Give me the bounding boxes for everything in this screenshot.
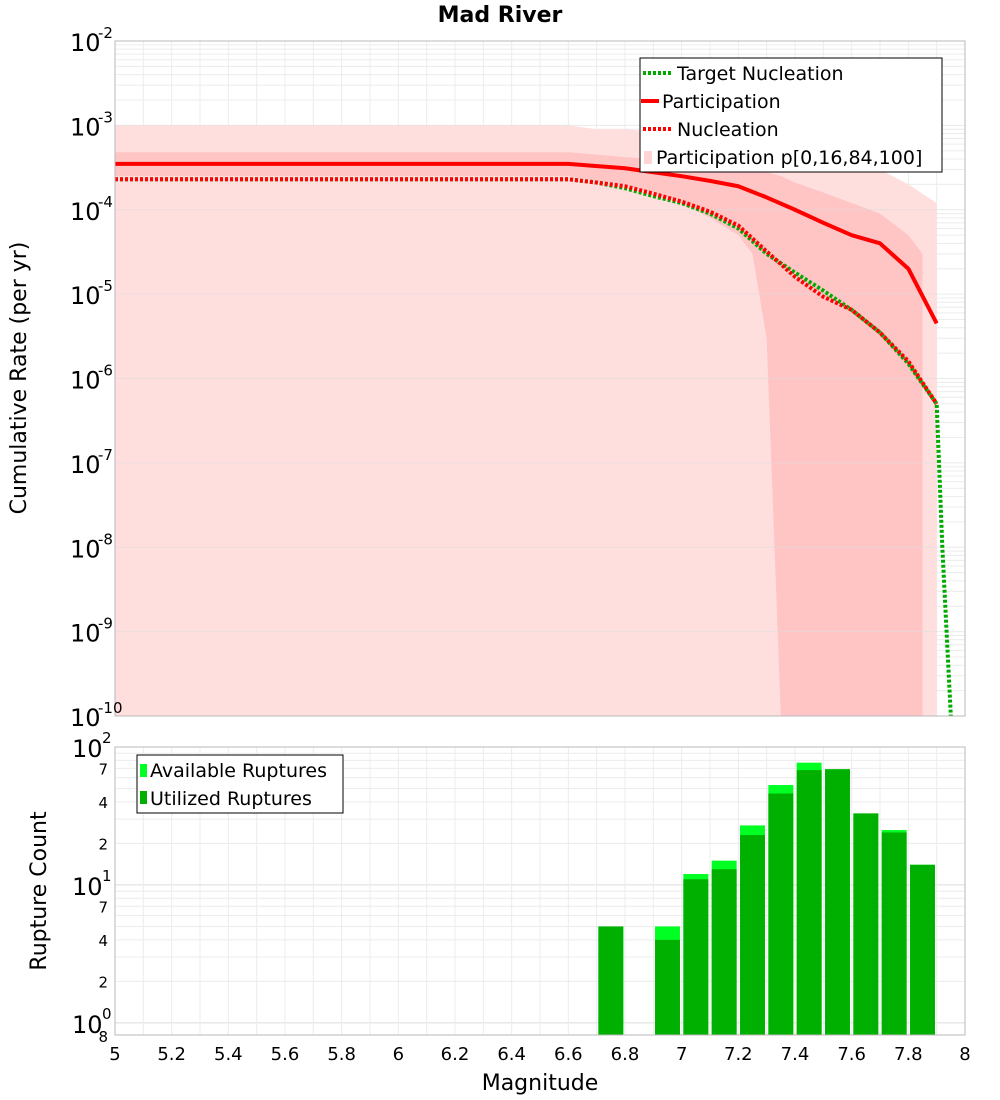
y-tick-base: 10 — [72, 735, 103, 763]
x-tick-label: 7 — [676, 1044, 687, 1065]
x-tick-label: 7.4 — [781, 1044, 810, 1065]
bar-utilized-ruptures — [598, 926, 624, 1035]
y-tick-label: 10-3 — [70, 108, 113, 141]
bar-utilized-ruptures — [853, 813, 879, 1035]
x-axis-label: Magnitude — [482, 1071, 599, 1096]
y-tick-label: 10 2 — [72, 729, 112, 763]
legend-swatch-utilized — [140, 791, 147, 804]
y-tick-label: 10-8 — [70, 530, 113, 563]
y-tick-label: 10-6 — [70, 362, 113, 395]
x-tick-label: 6.2 — [441, 1044, 470, 1065]
y-tick-base: 10 — [70, 29, 101, 57]
y-tick-base: 10 — [72, 1011, 103, 1039]
bottom-legend: Available Ruptures Utilized Ruptures — [136, 754, 344, 814]
legend-swatch-available — [140, 764, 147, 777]
x-tick-label: 6 — [393, 1044, 404, 1065]
top-y-axis-label: Cumulative Rate (per yr) — [7, 242, 32, 515]
y-minor-tick-label: 2 — [98, 973, 108, 991]
x-tick-label: 6.8 — [611, 1044, 640, 1065]
y-tick-label: 10-7 — [70, 446, 113, 479]
bar-utilized-ruptures — [740, 835, 765, 1035]
y-tick-base: 10 — [70, 620, 101, 648]
y-tick-exponent: -7 — [98, 446, 113, 464]
y-tick-label: 10-2 — [70, 24, 113, 57]
y-tick-label: 10-5 — [70, 277, 113, 310]
bar-utilized-ruptures — [655, 939, 680, 1035]
bar-utilized-ruptures — [768, 793, 794, 1035]
series-line-participation — [115, 161, 939, 325]
y-tick-label: 10-10 — [70, 699, 123, 732]
x-tick-label: 8 — [959, 1044, 970, 1065]
x-tick-label: 5.4 — [214, 1044, 243, 1065]
legend-label-available: Available Ruptures — [150, 760, 327, 782]
bar-utilized-ruptures — [711, 869, 737, 1035]
y-tick-exponent: -9 — [98, 615, 113, 633]
y-tick-label: 10 0 — [72, 1005, 112, 1039]
y-tick-base: 10 — [70, 198, 101, 226]
bottom-legend-frame — [136, 754, 344, 814]
top-legend: Target Nucleation Participation Nucleati… — [639, 57, 943, 173]
y-tick-base: 10 — [70, 704, 101, 732]
y-tick-base: 10 — [72, 873, 103, 901]
x-tick-label: 5.6 — [271, 1044, 300, 1065]
y-tick-base: 10 — [70, 535, 101, 563]
band-participation-p-0-16-84-100 — [115, 125, 937, 716]
bar-utilized-ruptures — [910, 864, 935, 1035]
legend-label-participation-band: Participation p[0,16,84,100] — [656, 147, 922, 169]
bottom-plot-frame — [114, 746, 966, 1036]
y-minor-tick-label: 8 — [98, 1028, 108, 1046]
legend-label-target-nucleation: Target Nucleation — [676, 63, 844, 85]
top-plot-frame — [114, 40, 966, 717]
y-tick-exponent: -8 — [98, 530, 113, 548]
x-tick-label: 6.6 — [554, 1044, 583, 1065]
y-tick-label: 10 1 — [72, 867, 112, 901]
y-tick-base: 10 — [70, 451, 101, 479]
y-tick-exponent: 1 — [102, 867, 112, 885]
y-tick-exponent: 2 — [102, 729, 112, 747]
x-tick-label: 5.2 — [157, 1044, 186, 1065]
series-line-nucleation — [115, 177, 939, 406]
y-tick-exponent: -2 — [98, 24, 113, 42]
bottom-y-axis-label: Rupture Count — [27, 811, 52, 971]
x-tick-label: 5 — [109, 1044, 120, 1065]
y-minor-tick-label: 4 — [98, 794, 108, 812]
bar-utilized-ruptures — [683, 879, 709, 1035]
legend-label-nucleation: Nucleation — [677, 119, 779, 141]
top-legend-frame — [639, 57, 943, 173]
x-tick-label: 7.2 — [724, 1044, 753, 1065]
legend-swatch-participation-band — [644, 151, 652, 164]
legend-label-utilized: Utilized Ruptures — [150, 788, 312, 810]
y-tick-exponent: -4 — [98, 193, 113, 211]
y-minor-tick-label: 2 — [98, 835, 108, 853]
y-tick-base: 10 — [70, 367, 101, 395]
y-minor-tick-label: 4 — [98, 932, 108, 950]
bar-utilized-ruptures — [881, 832, 907, 1035]
chart-title: Mad River — [438, 3, 563, 28]
y-minor-tick-label: 7 — [98, 760, 108, 778]
bar-utilized-ruptures — [796, 770, 822, 1035]
y-tick-exponent: -6 — [98, 362, 113, 380]
x-tick-label: 7.6 — [837, 1044, 866, 1065]
y-tick-base: 10 — [70, 113, 101, 141]
y-tick-label: 10-4 — [70, 193, 113, 226]
y-minor-tick-label: 7 — [98, 898, 108, 916]
bar-utilized-ruptures — [825, 769, 850, 1035]
y-tick-label: 10-9 — [70, 615, 113, 648]
legend-label-participation: Participation — [662, 91, 781, 113]
y-tick-exponent: -5 — [98, 277, 113, 295]
y-tick-exponent: -3 — [98, 108, 113, 126]
x-tick-label: 7.8 — [894, 1044, 923, 1065]
x-tick-label: 6.4 — [497, 1044, 526, 1065]
y-tick-exponent: -10 — [98, 699, 123, 717]
band-participation-p16-p84 — [115, 152, 923, 716]
x-tick-label: 5.8 — [327, 1044, 356, 1065]
y-tick-base: 10 — [70, 282, 101, 310]
y-tick-exponent: 0 — [102, 1005, 112, 1023]
